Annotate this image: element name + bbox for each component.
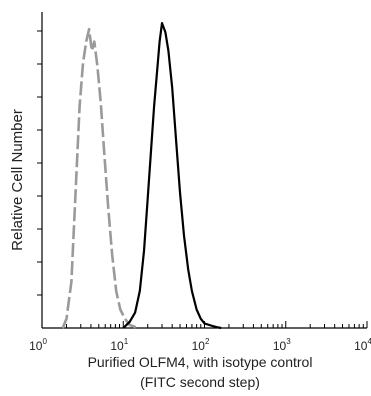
x-tick-label: 100: [29, 337, 47, 353]
olfm4-histogram: [122, 22, 222, 330]
series-layer: [61, 22, 222, 330]
x-tick-label: 101: [110, 337, 128, 353]
x-axis-title: Purified OLFM4, with isotype control: [88, 354, 313, 370]
y-axis-ticks: [37, 30, 42, 296]
isotype-control-histogram: [61, 27, 139, 330]
x-tick-label: 103: [273, 337, 291, 353]
x-axis-tick-labels: 100 101 102 103 104: [29, 337, 371, 353]
y-axis-title: Relative Cell Number: [9, 109, 26, 251]
x-tick-label: 104: [354, 337, 371, 353]
x-axis-ticks: [41, 321, 368, 328]
x-tick-label: 102: [192, 337, 210, 353]
x-axis-title-line2: (FITC second step): [140, 374, 260, 390]
